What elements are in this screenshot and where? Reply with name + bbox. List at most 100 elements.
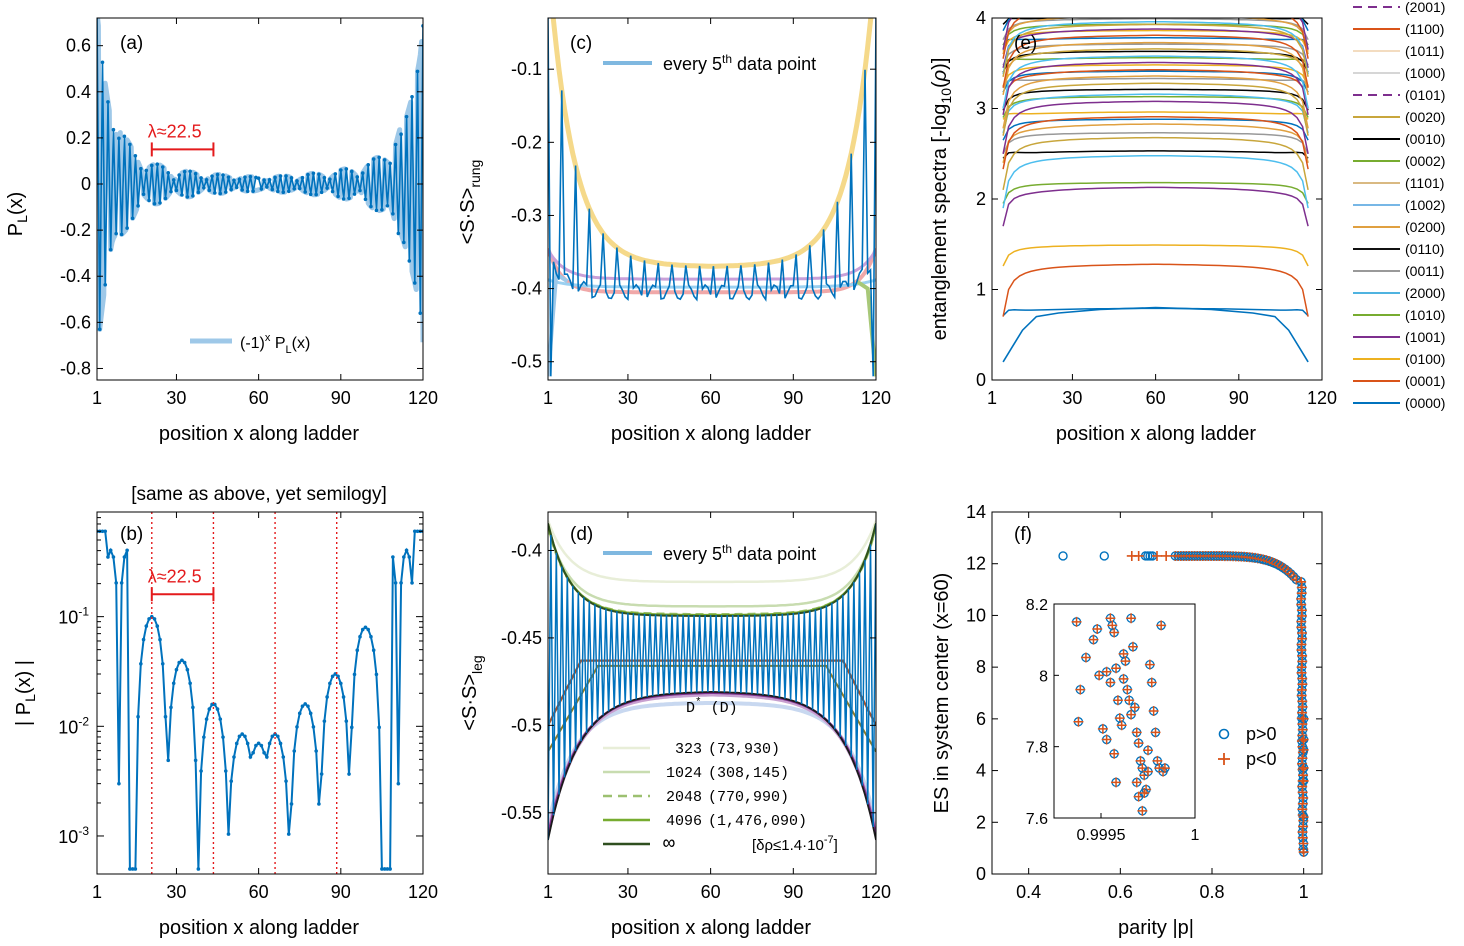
PL-point — [119, 232, 124, 237]
f-inset-point-neg — [1131, 777, 1142, 788]
PL-point — [399, 132, 403, 137]
f-xtick-label: 1 — [1299, 882, 1309, 902]
absPL-point — [256, 741, 261, 746]
f-inset-point-neg — [1144, 659, 1155, 670]
absPL-point — [144, 624, 149, 628]
c-raw-data — [548, 18, 876, 377]
PL-point — [412, 281, 417, 285]
a-xtick-label: 90 — [331, 388, 351, 408]
e-level-line — [1002, 75, 1309, 129]
absPL-point — [117, 781, 121, 786]
absPL-point — [303, 702, 308, 706]
PL-point — [212, 191, 217, 195]
absPL-point — [158, 637, 162, 642]
f-inset-point-neg — [1127, 641, 1138, 652]
absPL-point — [270, 734, 275, 739]
d-ytick-label: -0.45 — [501, 628, 542, 648]
e-xtick-label: 30 — [1062, 388, 1082, 408]
f-inset-point-neg — [1080, 652, 1091, 663]
absPL-point — [369, 634, 373, 639]
f-inset-ytick-label: 7.6 — [1026, 811, 1048, 828]
PL-point — [330, 189, 335, 194]
absPL-point — [374, 672, 379, 677]
b-xtick-label: 30 — [166, 882, 186, 902]
panel-d: 1 30 60 90 120 -0.4 -0.45 -0.5 -0.55 (d) <S·S>le… — [459, 511, 891, 939]
b-xtick-label: 60 — [249, 882, 269, 902]
PL-point — [163, 196, 168, 201]
f-inset-frame — [1053, 603, 1196, 819]
absPL-point — [380, 867, 384, 871]
panel-e-ylabel: entanglement spectra [-log10(ρ)] — [929, 58, 954, 341]
absPL-point — [177, 660, 181, 665]
e-level-line — [1002, 181, 1309, 204]
c-xtick-label: 1 — [543, 388, 553, 408]
a-ytick-label: 0 — [81, 174, 91, 194]
PL-point — [360, 171, 365, 175]
d-xtick-label: 1 — [543, 882, 553, 902]
PL-point — [155, 162, 160, 167]
PL-point — [229, 187, 234, 192]
e-level-line — [1002, 93, 1309, 134]
e-legend-label-17: (0001) — [1405, 373, 1445, 389]
absPL-point — [240, 732, 244, 736]
PL-point — [388, 161, 392, 166]
absPL-point — [182, 660, 187, 665]
d-legend-note: [δρ≤1.4·10-7] — [752, 834, 838, 854]
absPL-point — [196, 867, 201, 871]
a-xtick-label: 1 — [92, 388, 102, 408]
absPL-point — [402, 555, 406, 559]
PL-point — [276, 189, 280, 194]
absPL-point — [193, 758, 198, 763]
panel-c: 1 30 60 90 120 -0.1 -0.2 -0.3 -0.4 -0.5 (c) <S·S>… — [457, 17, 891, 445]
e-legend-label-12: (0011) — [1405, 263, 1444, 279]
a-ytick-label: -0.6 — [60, 312, 91, 332]
e-level-line — [1002, 100, 1309, 154]
f-point-neg — [1298, 744, 1309, 755]
absPL-point — [199, 769, 203, 773]
e-level-line — [1002, 23, 1309, 77]
absPL-point — [103, 529, 108, 534]
PL-point — [95, 10, 99, 14]
panel-a-tag: (a) — [120, 33, 143, 54]
f-inset-point-neg — [1124, 695, 1135, 706]
PL-point — [355, 175, 360, 179]
panel-b-frame — [96, 511, 424, 875]
absPL-point — [204, 717, 209, 721]
d-xtick-label: 60 — [701, 882, 721, 902]
absPL-point — [234, 741, 239, 746]
f-point-pos — [1058, 551, 1068, 561]
PL-point — [103, 282, 108, 287]
e-level-line — [1003, 1, 1308, 8]
f-inset-ytick-label: 8 — [1039, 668, 1048, 685]
d-upper-1024 — [548, 527, 876, 608]
e-ytick-label: 3 — [976, 99, 986, 119]
e-legend-label-15: (1001) — [1405, 329, 1445, 345]
absPL-point — [278, 741, 283, 746]
e-level-line — [1002, 111, 1309, 120]
PL-point — [188, 169, 192, 174]
a-lambda-label: λ≈22.5 — [148, 121, 202, 141]
PL-point — [237, 177, 242, 182]
f-inset-point-neg — [1073, 716, 1084, 727]
e-level-line — [1002, 150, 1309, 159]
PL-point — [377, 155, 381, 160]
f-xtick-label: 0.6 — [1108, 882, 1133, 902]
absPL-point — [169, 705, 173, 710]
PL-point — [226, 175, 231, 179]
absPL-point — [149, 614, 154, 619]
absPL-point — [125, 548, 129, 553]
PL-point — [369, 204, 373, 209]
absPL-point — [281, 755, 286, 759]
e-legend-label-14: (1010) — [1405, 307, 1445, 323]
c-xtick-label: 90 — [783, 388, 803, 408]
PL-point — [415, 69, 420, 74]
f-inset-xtick-label: 0.9995 — [1077, 827, 1126, 844]
absPL-point — [330, 674, 335, 679]
panel-b: 1 30 60 90 120 10-1 10-2 10-3 λ≈22.5 (b) [same a… — [13, 484, 438, 939]
PL-point — [328, 177, 332, 182]
absPL-point — [128, 867, 132, 871]
absPL-point — [155, 624, 160, 628]
a-ytick-label: -0.8 — [60, 358, 91, 378]
absPL-point — [404, 548, 409, 553]
